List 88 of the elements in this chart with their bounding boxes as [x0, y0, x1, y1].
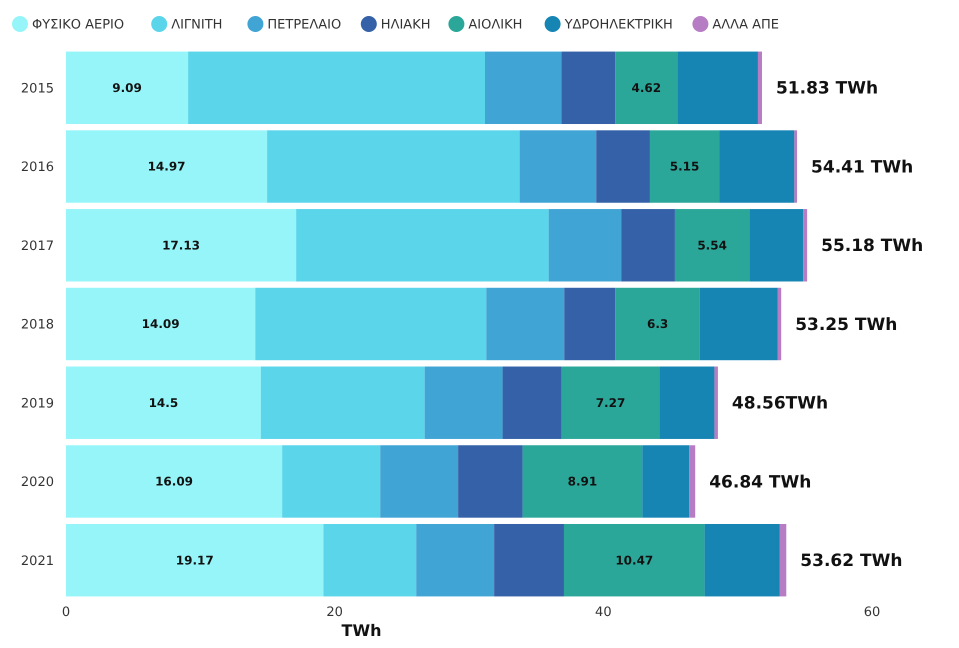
bar	[677, 52, 758, 124]
bar	[522, 445, 642, 518]
y-tick-label: 2020	[20, 475, 54, 490]
data-label: 19.17	[176, 553, 214, 568]
total-label: 51.83 TWh	[776, 78, 878, 99]
bar	[66, 288, 256, 360]
bar	[494, 524, 564, 596]
legend-label: ΥΔΡΟΗΛΕΚΤΡΙΚΗ	[564, 18, 673, 33]
legend-label: ΛΙΓΝΙΤΗ	[171, 18, 222, 33]
bar	[749, 209, 804, 282]
bar	[564, 524, 705, 596]
bar	[714, 366, 718, 439]
bar	[255, 288, 486, 360]
x-tick-label: 40	[595, 605, 612, 620]
bar	[780, 524, 786, 596]
bar	[66, 209, 296, 282]
bar	[564, 288, 616, 360]
data-label: 14.97	[148, 160, 186, 174]
bar	[416, 524, 494, 596]
bar	[66, 366, 261, 439]
bar	[674, 209, 750, 282]
data-label: 10.47	[615, 553, 654, 568]
bar	[700, 288, 778, 360]
bar	[502, 366, 562, 439]
bar	[689, 445, 696, 518]
bar	[794, 130, 798, 203]
bar	[615, 288, 700, 360]
legend-label: ΗΛΙΑΚΗ	[380, 18, 431, 33]
bar	[596, 130, 650, 203]
bar	[803, 209, 808, 282]
data-label: 5.54	[697, 238, 727, 252]
total-label: 55.18 TWh	[821, 236, 924, 256]
data-label: 17.13	[162, 238, 200, 252]
bar	[188, 52, 485, 124]
total-label: 46.84 TWh	[709, 472, 812, 492]
legend-label: ΑΛΛΑ ΑΠΕ	[712, 18, 779, 33]
bar	[260, 366, 425, 439]
bar	[66, 52, 188, 124]
y-tick-label: 2017	[20, 238, 54, 254]
x-tick-label: 20	[326, 605, 343, 620]
data-label: 16.09	[155, 474, 194, 489]
bar	[562, 52, 616, 124]
y-tick-label: 2019	[20, 396, 54, 412]
bar	[650, 130, 720, 203]
bar	[520, 130, 596, 203]
data-label: 6.3	[646, 317, 668, 332]
x-tick-label: 60	[864, 605, 880, 620]
total-label: 54.41 TWh	[811, 157, 914, 178]
bar	[719, 130, 794, 203]
bar	[282, 445, 380, 518]
bar	[267, 130, 520, 203]
y-tick-label: 2016	[20, 160, 54, 176]
y-tick-label: 2015	[20, 81, 54, 96]
legend-label: ΦΥΣΙΚΟ ΑΕΡΙΟ	[32, 18, 124, 33]
x-tick-label: 0	[62, 605, 70, 620]
total-label: 48.56TWh	[732, 394, 828, 414]
bar	[296, 209, 549, 282]
y-tick-label: 2021	[20, 554, 54, 569]
bar	[548, 209, 622, 282]
legend-label: ΠΕΤΡΕΛΑΙΟ	[267, 18, 342, 33]
bar	[380, 445, 458, 518]
bar	[458, 445, 523, 518]
bar	[66, 130, 268, 203]
data-label: 14.09	[142, 317, 180, 332]
data-label: 4.62	[632, 80, 662, 95]
bar	[484, 52, 562, 124]
data-label: 5.15	[670, 160, 700, 174]
bar	[758, 52, 762, 124]
bar	[642, 445, 690, 518]
bar	[659, 366, 714, 439]
y-tick-label: 2018	[20, 318, 54, 333]
total-label: 53.62 TWh	[800, 551, 902, 572]
total-label: 53.25 TWh	[795, 314, 898, 335]
bar	[615, 52, 678, 124]
legend-label: ΑΙΟΛΙΚΗ	[468, 18, 522, 33]
bar	[704, 524, 780, 596]
data-label: 7.27	[596, 396, 626, 410]
bar	[486, 288, 564, 360]
bar	[621, 209, 675, 282]
bar	[324, 524, 416, 596]
bar	[66, 445, 282, 518]
bar	[66, 524, 324, 596]
data-label: 9.09	[112, 80, 142, 95]
bar	[424, 366, 503, 439]
x-axis-title: TWh	[342, 621, 382, 640]
data-label: 14.5	[148, 396, 178, 410]
data-label: 8.91	[568, 474, 598, 489]
bar	[562, 366, 660, 439]
